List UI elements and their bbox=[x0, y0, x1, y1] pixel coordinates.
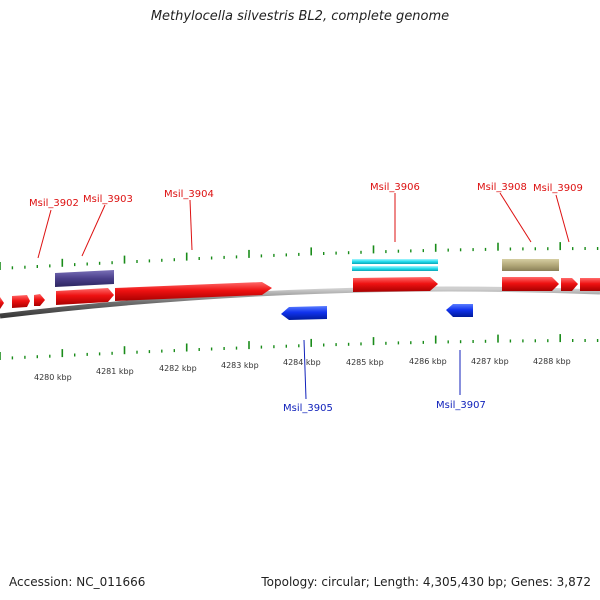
cds-forward-a[interactable] bbox=[12, 295, 30, 308]
cds-forward-msil-3906[interactable] bbox=[353, 277, 438, 292]
accession-text: Accession: NC_011666 bbox=[9, 575, 146, 589]
lower-tick-track bbox=[0, 334, 599, 360]
feature-purple[interactable] bbox=[55, 270, 114, 287]
leader-msil-3909 bbox=[555, 194, 570, 243]
gene-label-lines bbox=[37, 192, 570, 400]
leader-msil-3905 bbox=[303, 339, 307, 400]
gene-label[interactable]: Msil_3909 bbox=[533, 183, 583, 194]
gene-label[interactable]: Msil_3903 bbox=[83, 194, 133, 205]
leader-msil-3903 bbox=[81, 204, 106, 257]
axis-label: 4288 kbp bbox=[533, 357, 571, 366]
cds-forward-msil-3908[interactable] bbox=[502, 277, 559, 291]
axis-label: 4282 kbp bbox=[159, 364, 197, 373]
gene-label[interactable]: Msil_3906 bbox=[370, 182, 420, 193]
gene-label[interactable]: Msil_3904 bbox=[164, 189, 214, 200]
gene-label[interactable]: Msil_3902 bbox=[29, 198, 79, 209]
axis-label: 4287 kbp bbox=[471, 357, 509, 366]
cds-forward-b[interactable] bbox=[34, 294, 45, 306]
axis-label: 4283 kbp bbox=[221, 361, 259, 370]
feature-track-forward bbox=[0, 277, 600, 309]
cds-forward-msil-3904[interactable] bbox=[115, 282, 272, 301]
feature-cyan-2[interactable] bbox=[352, 266, 438, 271]
feature-khaki[interactable] bbox=[502, 259, 559, 271]
gene-label[interactable]: Msil_3908 bbox=[477, 182, 527, 193]
cds-forward-msil-3903[interactable] bbox=[56, 288, 114, 305]
feature-track-reverse bbox=[281, 304, 473, 320]
leader-msil-3902 bbox=[37, 209, 52, 259]
cds-forward-edge[interactable] bbox=[0, 297, 4, 309]
axis-labels: 4280 kbp 4281 kbp 4282 kbp 4283 kbp 4284… bbox=[34, 357, 571, 382]
cds-forward-msil-3909[interactable] bbox=[561, 278, 578, 291]
axis-label: 4281 kbp bbox=[96, 367, 134, 376]
feature-cyan-1[interactable] bbox=[352, 259, 438, 264]
genome-title: Methylocella silvestris BL2, complete ge… bbox=[150, 9, 450, 24]
feature-track-misc bbox=[55, 259, 559, 287]
axis-label: 4280 kbp bbox=[34, 373, 72, 382]
axis-label: 4285 kbp bbox=[346, 358, 384, 367]
cds-forward-edge-right[interactable] bbox=[580, 278, 600, 291]
gene-labels-forward: Msil_3902 Msil_3903 Msil_3904 Msil_3906 … bbox=[29, 182, 583, 209]
leader-msil-3908 bbox=[499, 192, 532, 243]
gene-labels-reverse: Msil_3905 Msil_3907 bbox=[283, 400, 486, 414]
gene-label[interactable]: Msil_3907 bbox=[436, 400, 486, 411]
cds-reverse-msil-3907[interactable] bbox=[446, 304, 473, 317]
cds-reverse-msil-3905[interactable] bbox=[281, 306, 327, 320]
axis-label: 4284 kbp bbox=[283, 358, 321, 367]
leader-msil-3904 bbox=[189, 199, 193, 251]
axis-label: 4286 kbp bbox=[409, 357, 447, 366]
upper-tick-track bbox=[0, 242, 599, 270]
gene-label[interactable]: Msil_3905 bbox=[283, 403, 333, 414]
genome-summary-text: Topology: circular; Length: 4,305,430 bp… bbox=[261, 575, 591, 589]
